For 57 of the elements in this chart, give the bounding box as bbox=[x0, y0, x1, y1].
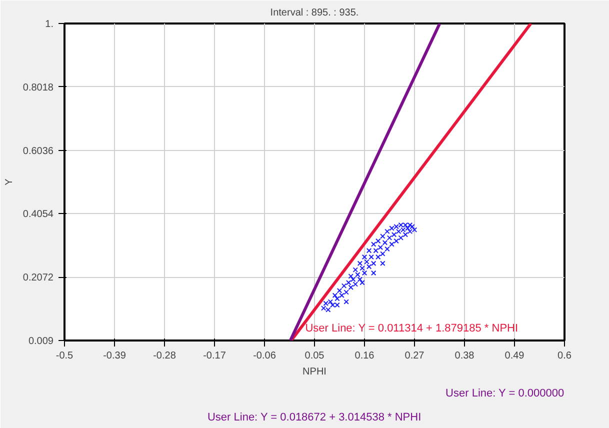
text: User Line: Y = 0.018672 + 3.014538 * NPHI bbox=[207, 412, 422, 424]
point bbox=[344, 290, 349, 295]
point bbox=[376, 238, 381, 244]
point bbox=[344, 299, 349, 304]
x-tick-label: 0.16 bbox=[354, 350, 375, 362]
point bbox=[398, 235, 404, 240]
y-tick-label: 0.009 bbox=[28, 336, 54, 347]
point bbox=[336, 288, 342, 294]
x-tick-label: 0.6 bbox=[558, 350, 572, 362]
text: User Line: Y = 0.000000 bbox=[446, 388, 564, 400]
point bbox=[370, 270, 376, 276]
point bbox=[380, 260, 386, 266]
point bbox=[380, 234, 386, 239]
point bbox=[362, 270, 368, 276]
point bbox=[378, 244, 384, 250]
point bbox=[391, 232, 397, 238]
point bbox=[370, 242, 376, 247]
point bbox=[346, 280, 352, 286]
y-tick-label: 0.8018 bbox=[22, 82, 54, 94]
y-tick-label: 0.2072 bbox=[22, 272, 54, 284]
point bbox=[364, 259, 370, 264]
point bbox=[386, 235, 392, 240]
x-axis-title: NPHI bbox=[302, 366, 326, 378]
x-tick-label: -0.28 bbox=[153, 350, 176, 362]
x-tick-label: 0.05 bbox=[304, 350, 325, 362]
point bbox=[370, 260, 376, 266]
annotation: User Line: Y = 0.011314 + 1.879185 * NPHI bbox=[305, 322, 518, 334]
point bbox=[380, 251, 386, 256]
y-tick-label: 1. bbox=[45, 19, 54, 30]
x-tick-label: 0.27 bbox=[404, 350, 425, 362]
point bbox=[366, 264, 372, 270]
point bbox=[334, 296, 340, 302]
point bbox=[341, 283, 347, 288]
point bbox=[348, 284, 354, 290]
point bbox=[384, 228, 390, 234]
x-tick-label: -0.39 bbox=[103, 350, 126, 362]
point bbox=[360, 280, 365, 286]
point bbox=[384, 246, 390, 252]
point bbox=[352, 282, 358, 287]
point bbox=[352, 267, 358, 272]
point bbox=[355, 272, 360, 278]
y-tick-label: 0.6036 bbox=[22, 146, 54, 157]
point bbox=[348, 274, 354, 279]
point bbox=[402, 232, 408, 238]
x-tick-label: -0.06 bbox=[253, 350, 276, 362]
point bbox=[360, 266, 365, 271]
x-tick-label: 0.38 bbox=[454, 350, 475, 362]
point bbox=[389, 242, 394, 247]
y-tick-label: 0.4054 bbox=[22, 209, 54, 220]
x-tick-label: -0.5 bbox=[56, 350, 74, 362]
x-tick-label: -0.17 bbox=[203, 350, 226, 362]
point bbox=[357, 260, 363, 266]
chart-title: Interval : 895. : 935. bbox=[270, 8, 359, 18]
y-axis-title: Y bbox=[4, 178, 15, 186]
x-tick-label: 0.49 bbox=[504, 350, 525, 362]
point bbox=[394, 238, 399, 244]
point bbox=[382, 240, 388, 246]
